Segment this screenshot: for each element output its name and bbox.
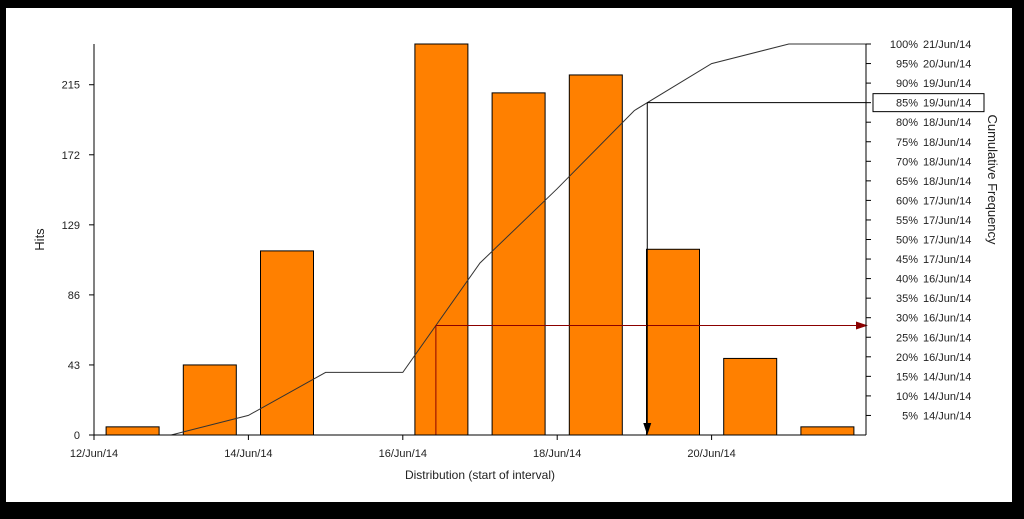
- right-tick-date: 19/Jun/14: [923, 98, 971, 110]
- bar: [491, 92, 546, 436]
- right-tick-date: 17/Jun/14: [923, 235, 971, 247]
- y-axis-title: Hits: [32, 228, 47, 251]
- right-tick-pct: 75%: [896, 137, 918, 149]
- right-tick-date: 21/Jun/14: [923, 39, 971, 51]
- right-tick-pct: 45%: [896, 254, 918, 266]
- right-tick-date: 14/Jun/14: [923, 371, 971, 383]
- bar: [568, 74, 623, 436]
- bar: [260, 250, 314, 436]
- y-tick-label: 215: [62, 80, 80, 92]
- y-tick-label: 43: [68, 360, 80, 372]
- right-tick-pct: 40%: [896, 274, 918, 286]
- bar: [800, 426, 855, 436]
- right-tick-date: 16/Jun/14: [923, 332, 971, 344]
- right-tick-date: 17/Jun/14: [923, 254, 971, 266]
- highlight-box: [872, 93, 985, 113]
- y-tick-label: 172: [62, 150, 80, 162]
- right-tick-date: 18/Jun/14: [923, 137, 971, 149]
- y-tick-label: 0: [74, 430, 80, 442]
- cumulative-line: [132, 43, 866, 436]
- right-tick-pct: 5%: [902, 410, 918, 422]
- right-tick-pct: 30%: [896, 313, 918, 325]
- right-tick-date: 18/Jun/14: [923, 156, 971, 168]
- right-tick-pct: 95%: [896, 59, 918, 71]
- right-tick-date: 14/Jun/14: [923, 410, 971, 422]
- marker-28-arrowhead: [856, 321, 868, 330]
- right-tick-pct: 70%: [896, 156, 918, 168]
- right-tick-pct: 90%: [896, 78, 918, 90]
- x-axis-title: Distribution (start of interval): [405, 468, 555, 482]
- right-tick-pct: 20%: [896, 352, 918, 364]
- right-tick-date: 19/Jun/14: [923, 78, 971, 90]
- chart-frame: 0 43 86 129 172 215 Hits 12/Jun/14 14/Jun/14 16/J…: [6, 8, 1012, 502]
- bar: [414, 43, 469, 436]
- right-tick-pct: 10%: [896, 391, 918, 403]
- bar: [723, 357, 778, 436]
- right-tick-date: 16/Jun/14: [923, 274, 971, 286]
- right-tick-pct: 60%: [896, 195, 918, 207]
- right-axis-title: Cumulative Frequency: [985, 114, 1000, 245]
- x-tick-label: 12/Jun/14: [70, 448, 118, 460]
- marker-85-arrowhead: [643, 423, 652, 435]
- bar: [646, 248, 700, 436]
- right-tick-pct: 50%: [896, 235, 918, 247]
- right-tick-date: 17/Jun/14: [923, 195, 971, 207]
- right-tick-date: 18/Jun/14: [923, 117, 971, 129]
- right-tick-pct: 35%: [896, 293, 918, 305]
- x-tick-label: 20/Jun/14: [687, 448, 735, 460]
- right-tick-pct: 55%: [896, 215, 918, 227]
- right-tick-date: 16/Jun/14: [923, 313, 971, 325]
- right-tick-pct: 15%: [896, 371, 918, 383]
- x-tick-label: 14/Jun/14: [224, 448, 272, 460]
- right-tick-date: 16/Jun/14: [923, 293, 971, 305]
- right-tick-pct: 65%: [896, 176, 918, 188]
- right-tick-pct: 85%: [896, 98, 918, 110]
- right-tick-pct: 25%: [896, 332, 918, 344]
- right-tick-date: 16/Jun/14: [923, 352, 971, 364]
- right-tick-date: 20/Jun/14: [923, 59, 971, 71]
- right-tick-pct: 80%: [896, 117, 918, 129]
- y-tick-label: 86: [68, 290, 80, 302]
- bar: [182, 364, 237, 436]
- right-tick-date: 14/Jun/14: [923, 391, 971, 403]
- bar: [105, 426, 160, 436]
- right-tick-date: 17/Jun/14: [923, 215, 971, 227]
- y-tick-label: 129: [62, 220, 80, 232]
- x-tick-label: 16/Jun/14: [379, 448, 427, 460]
- right-tick-pct: 100%: [890, 39, 918, 51]
- right-tick-date: 18/Jun/14: [923, 176, 971, 188]
- chart-svg: 0 43 86 129 172 215 Hits 12/Jun/14 14/Jun/14 16/J…: [32, 39, 1000, 482]
- x-tick-label: 18/Jun/14: [533, 448, 581, 460]
